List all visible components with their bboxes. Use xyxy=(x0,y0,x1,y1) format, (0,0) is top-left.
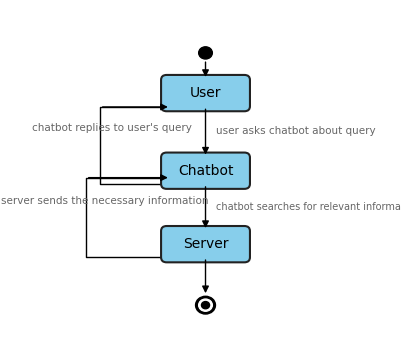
FancyBboxPatch shape xyxy=(161,226,250,262)
Text: Chatbot: Chatbot xyxy=(178,164,233,178)
Circle shape xyxy=(198,299,213,311)
Text: Server: Server xyxy=(183,237,228,251)
Circle shape xyxy=(201,302,210,309)
Text: User: User xyxy=(190,86,221,100)
Text: chatbot replies to user's query: chatbot replies to user's query xyxy=(32,123,192,133)
FancyBboxPatch shape xyxy=(161,153,250,189)
Text: user asks chatbot about query: user asks chatbot about query xyxy=(217,126,376,135)
FancyBboxPatch shape xyxy=(161,75,250,111)
Circle shape xyxy=(196,296,215,314)
Circle shape xyxy=(198,47,213,59)
Text: server sends the necessary information: server sends the necessary information xyxy=(1,196,208,206)
Text: chatbot searches for relevant information in server: chatbot searches for relevant informatio… xyxy=(217,202,401,212)
